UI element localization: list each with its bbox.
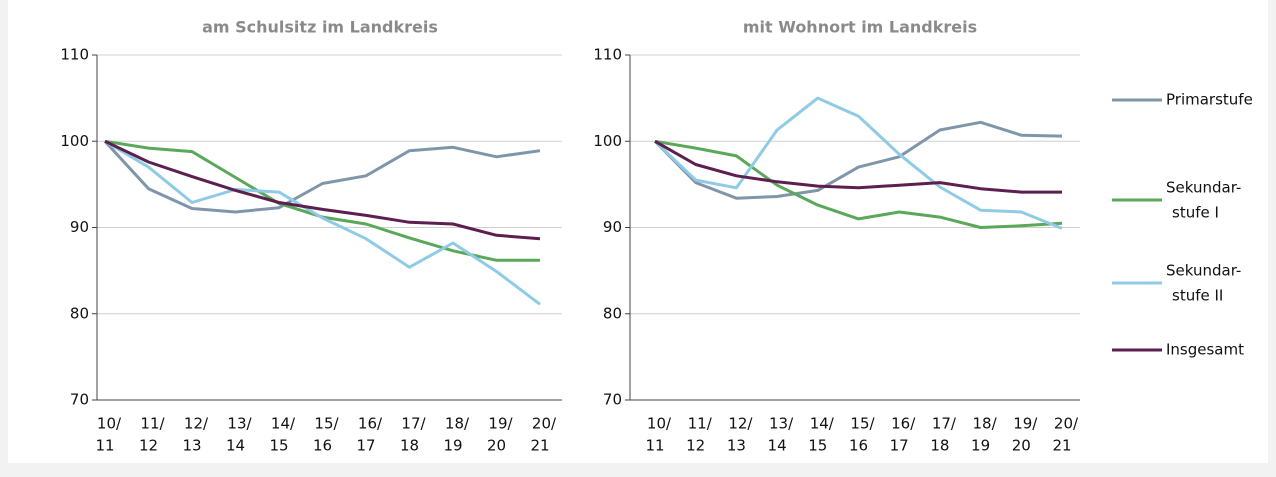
series-line (654, 139, 1063, 229)
y-tick-label: 110 (593, 46, 622, 64)
x-tick-label: 15 (808, 437, 827, 455)
x-tick-label: 20/ (1054, 415, 1079, 433)
x-tick-label: 17 (890, 437, 909, 455)
series-line (103, 140, 541, 214)
legend-label: Insgesamt (1166, 341, 1244, 359)
x-tick-label: 16 (849, 437, 868, 455)
x-tick-label: 15/ (850, 415, 875, 433)
x-tick-label: 20/ (532, 415, 557, 433)
legend-label: Primarstufe (1166, 91, 1253, 109)
y-tick-label: 110 (60, 46, 89, 64)
y-tick-label: 70 (603, 391, 622, 409)
x-tick-label: 21 (1052, 437, 1071, 455)
x-tick-label: 20 (487, 437, 506, 455)
x-tick-label: 17/ (932, 415, 957, 433)
x-tick-label: 13 (182, 437, 201, 455)
x-tick-label: 11 (95, 437, 114, 455)
panel (8, 0, 1268, 463)
x-tick-label: 12/ (184, 415, 209, 433)
x-tick-label: 10/ (97, 415, 122, 433)
x-tick-label: 12 (686, 437, 705, 455)
x-tick-label: 11 (645, 437, 664, 455)
y-tick-label: 90 (603, 218, 622, 236)
x-tick-label: 13/ (769, 415, 794, 433)
x-tick-label: 19 (971, 437, 990, 455)
x-tick-label: 16/ (891, 415, 916, 433)
legend-label: stufe I (1172, 204, 1219, 222)
x-tick-label: 17 (356, 437, 375, 455)
legend-label: stufe II (1172, 287, 1223, 305)
x-tick-label: 17/ (401, 415, 426, 433)
x-tick-label: 11/ (140, 415, 165, 433)
x-tick-label: 18 (400, 437, 419, 455)
chart-title: mit Wohnort im Landkreis (743, 18, 977, 37)
x-tick-label: 12/ (728, 415, 753, 433)
chart-title: am Schulsitz im Landkreis (202, 18, 438, 37)
y-tick-label: 90 (70, 218, 89, 236)
x-tick-label: 19/ (1013, 415, 1038, 433)
x-tick-label: 12 (139, 437, 158, 455)
x-tick-label: 18/ (445, 415, 470, 433)
x-tick-label: 15 (269, 437, 288, 455)
x-tick-label: 13/ (227, 415, 252, 433)
x-tick-label: 14 (768, 437, 787, 455)
x-tick-label: 15/ (314, 415, 339, 433)
y-tick-label: 80 (70, 304, 89, 322)
series-line (653, 96, 1063, 230)
x-tick-label: 11/ (688, 415, 713, 433)
x-tick-label: 14 (226, 437, 245, 455)
x-tick-label: 18/ (973, 415, 998, 433)
x-tick-label: 13 (727, 437, 746, 455)
x-tick-label: 16 (313, 437, 332, 455)
x-tick-label: 19/ (488, 415, 513, 433)
x-tick-label: 16/ (358, 415, 383, 433)
legend-label: Sekundar- (1166, 179, 1241, 197)
x-tick-label: 21 (530, 437, 549, 455)
legend-label: Sekundar- (1166, 262, 1241, 280)
y-tick-label: 80 (603, 304, 622, 322)
series-line (104, 139, 541, 241)
series-line (653, 120, 1063, 200)
x-tick-label: 18 (930, 437, 949, 455)
y-tick-label: 100 (593, 132, 622, 150)
x-tick-label: 14/ (271, 415, 296, 433)
x-tick-label: 19 (443, 437, 462, 455)
x-tick-label: 20 (1012, 437, 1031, 455)
series-line (104, 140, 541, 306)
x-tick-label: 10/ (647, 415, 672, 433)
y-tick-label: 70 (70, 391, 89, 409)
x-tick-label: 14/ (810, 415, 835, 433)
series-line (654, 139, 1062, 194)
y-tick-label: 100 (60, 132, 89, 150)
